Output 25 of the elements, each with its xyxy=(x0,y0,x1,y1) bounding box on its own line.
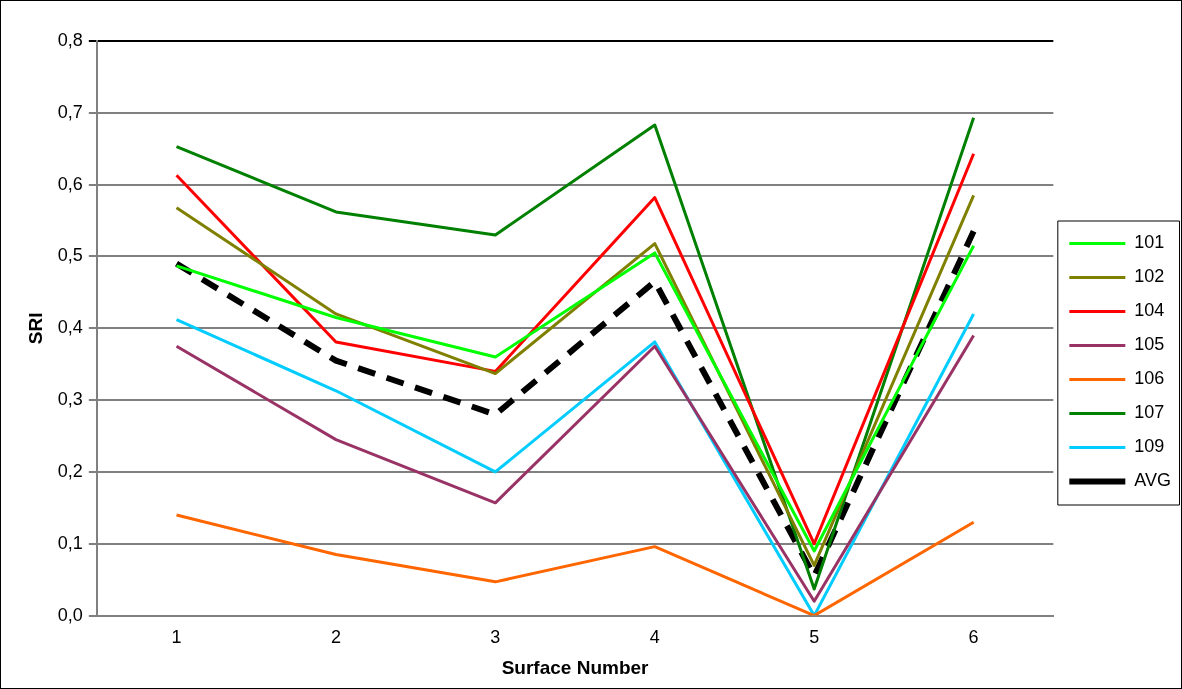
y-tick-label: 0,4 xyxy=(57,317,83,338)
legend-label: 104 xyxy=(1134,300,1165,321)
y-tick-label: 0,3 xyxy=(57,389,83,410)
y-tick-label: 0,6 xyxy=(57,173,83,194)
legend-label: 107 xyxy=(1134,402,1165,423)
legend-label: 105 xyxy=(1134,334,1165,355)
y-axis-title: SRI xyxy=(24,312,46,345)
x-tick-label: 6 xyxy=(968,627,979,648)
legend-label: 106 xyxy=(1134,368,1165,389)
x-tick-label: 1 xyxy=(171,627,182,648)
y-tick-label: 0,5 xyxy=(57,245,83,266)
y-tick-label: 0,2 xyxy=(57,460,83,481)
legend-label: AVG xyxy=(1134,470,1172,491)
x-tick-label: 3 xyxy=(490,627,501,648)
legend-label: 109 xyxy=(1134,436,1165,457)
y-tick-label: 0,1 xyxy=(57,532,83,553)
x-tick-label: 2 xyxy=(330,627,341,648)
legend-label: 102 xyxy=(1134,266,1165,287)
x-axis-title: Surface Number xyxy=(501,656,650,678)
legend-label: 101 xyxy=(1134,232,1165,253)
y-tick-label: 0,8 xyxy=(57,29,83,50)
y-tick-label: 0,0 xyxy=(57,604,83,625)
x-tick-label: 4 xyxy=(649,627,660,648)
y-tick-label: 0,7 xyxy=(57,101,83,122)
x-tick-label: 5 xyxy=(809,627,820,648)
